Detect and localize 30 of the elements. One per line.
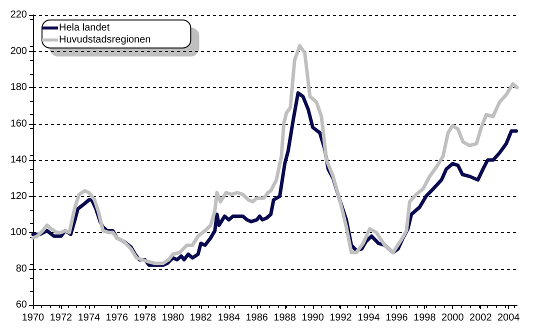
x-tick-label: 1990 (302, 312, 324, 324)
x-tick-label: 2000 (442, 312, 464, 324)
x-tick-label: 1996 (386, 312, 408, 324)
x-tick-label: 1978 (134, 312, 156, 324)
x-tick-label: 1998 (414, 312, 436, 324)
y-tick-label: 120 (10, 190, 28, 202)
y-tick-label: 140 (10, 154, 28, 166)
y-tick-label: 200 (10, 46, 28, 57)
x-tick-label: 1984 (218, 312, 240, 324)
y-tick-label: 80 (16, 263, 28, 274)
y-tick-label: 160 (10, 118, 28, 130)
x-tick-label: 1974 (78, 312, 101, 324)
x-tick-label: 1980 (162, 312, 184, 324)
x-tick-label: 1992 (330, 312, 352, 324)
x-tick-label: 2004 (497, 312, 520, 324)
x-tick-label: 1976 (106, 312, 128, 324)
x-tick-label: 1972 (50, 312, 73, 324)
legend-label: Huvudstadsregionen (59, 34, 151, 46)
x-tick-label: 1982 (190, 312, 212, 324)
x-tick-label: 2002 (470, 312, 492, 324)
y-tick-label: 60 (16, 300, 28, 310)
line-series (31, 44, 519, 266)
x-tick-label: 1986 (246, 312, 268, 324)
legend-label: Hela landet (59, 22, 110, 34)
y-tick-label: 100 (10, 227, 28, 238)
x-tick-label: 1994 (358, 312, 380, 324)
x-tick-label: 1988 (274, 312, 296, 324)
x-tick-label: 1970 (22, 312, 45, 324)
y-tick-label: 180 (10, 82, 28, 93)
y-tick-label: 220 (10, 10, 28, 20)
